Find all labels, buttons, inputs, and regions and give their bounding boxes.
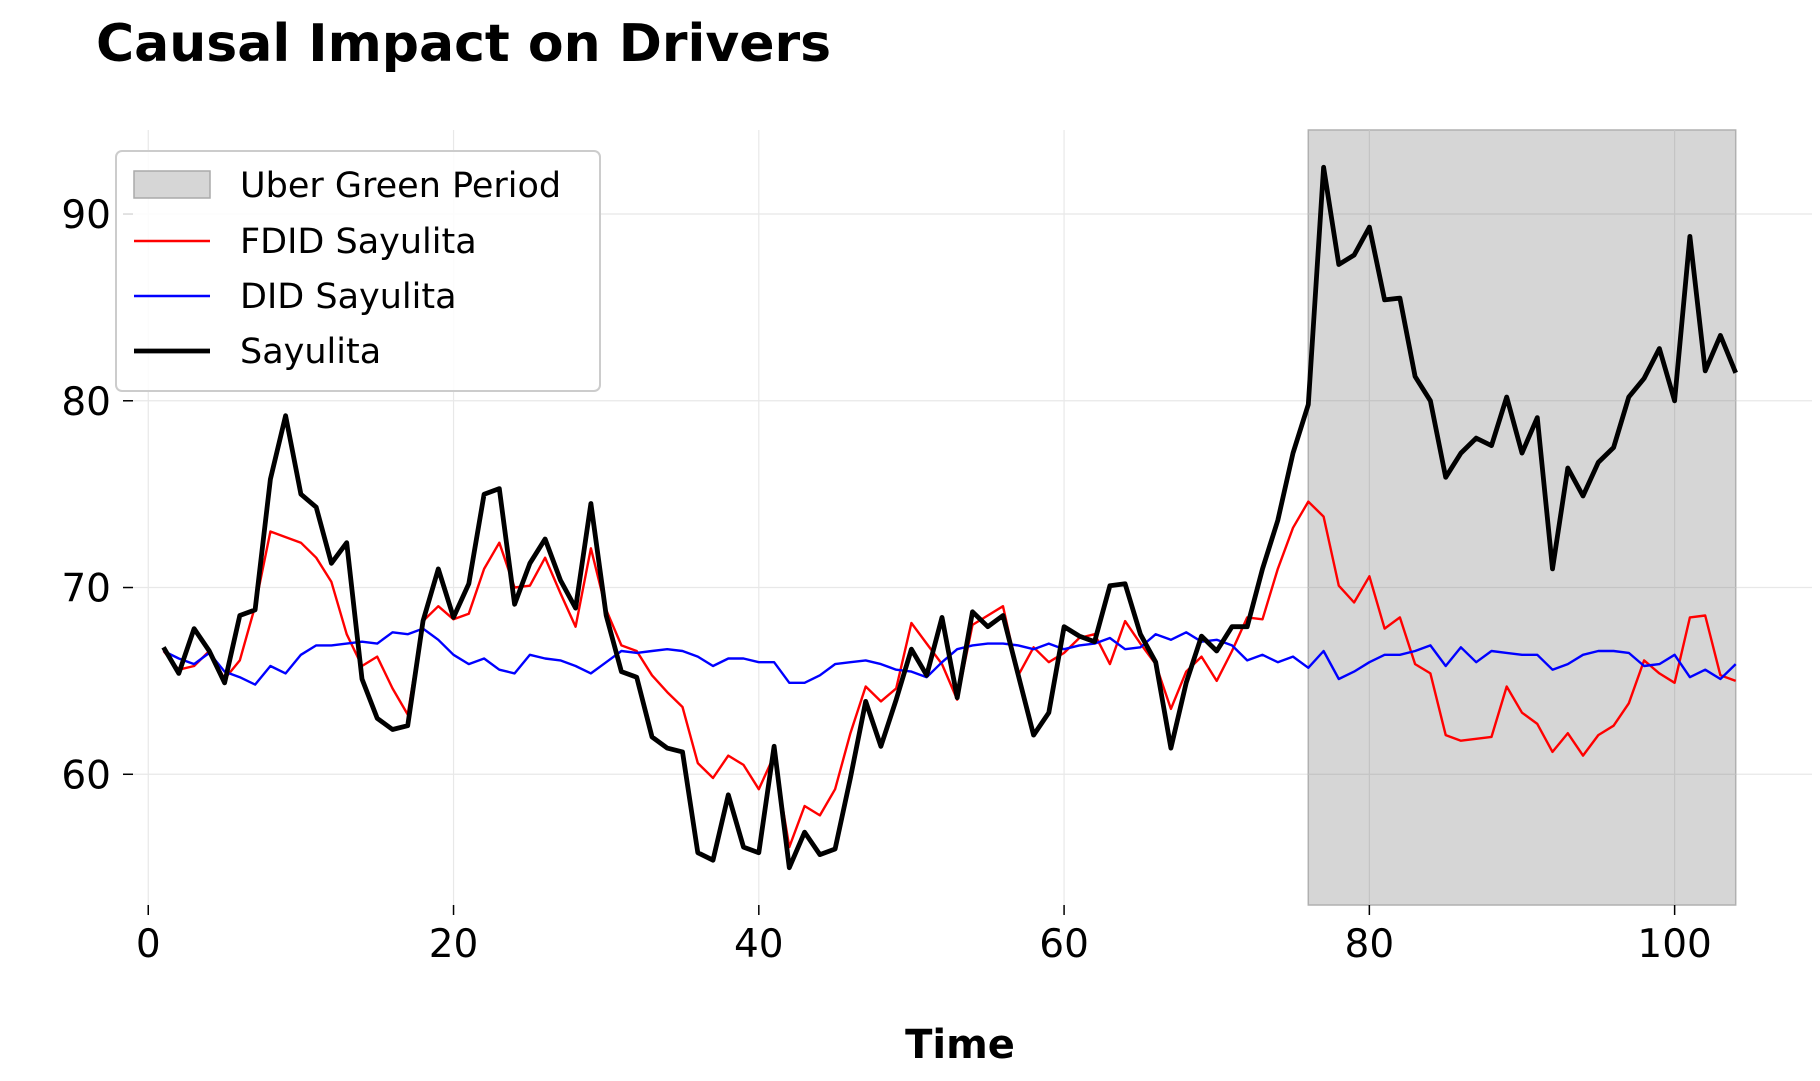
chart-title: Causal Impact on Drivers xyxy=(96,14,832,74)
legend-frame xyxy=(115,150,601,392)
x-axis-label: Time xyxy=(905,1022,1015,1068)
legend-label-series-1: FDID Sayulita xyxy=(240,222,477,262)
x-tick-label-40: 40 xyxy=(734,922,784,967)
legend-label-shaded-period: Uber Green Period xyxy=(240,166,561,206)
axis-ticks: 0 20 40 60 80 100 60 70 80 90 xyxy=(61,193,1711,967)
shaded-period xyxy=(1307,129,1737,906)
legend-swatch-shaded-period xyxy=(133,170,211,199)
legend-label-series-2: DID Sayulita xyxy=(240,277,457,317)
x-tick-label-20: 20 xyxy=(429,922,479,967)
y-tick-label-90: 90 xyxy=(61,193,111,238)
legend: Uber Green Period FDID Sayulita DID Sayu… xyxy=(115,150,601,392)
legend-label-series-3: Sayulita xyxy=(240,332,381,372)
y-tick-label-70: 70 xyxy=(61,567,111,612)
x-tick-label-100: 100 xyxy=(1637,922,1711,967)
x-tick-label-80: 80 xyxy=(1345,922,1395,967)
x-tick-label-60: 60 xyxy=(1039,922,1089,967)
shaded-period-layer xyxy=(1307,129,1737,906)
y-tick-label-80: 80 xyxy=(61,380,111,425)
y-tick-label-60: 60 xyxy=(61,753,111,798)
series-lines xyxy=(161,164,1738,871)
series-line-3 xyxy=(161,164,1738,871)
x-tick-label-0: 0 xyxy=(136,922,161,967)
